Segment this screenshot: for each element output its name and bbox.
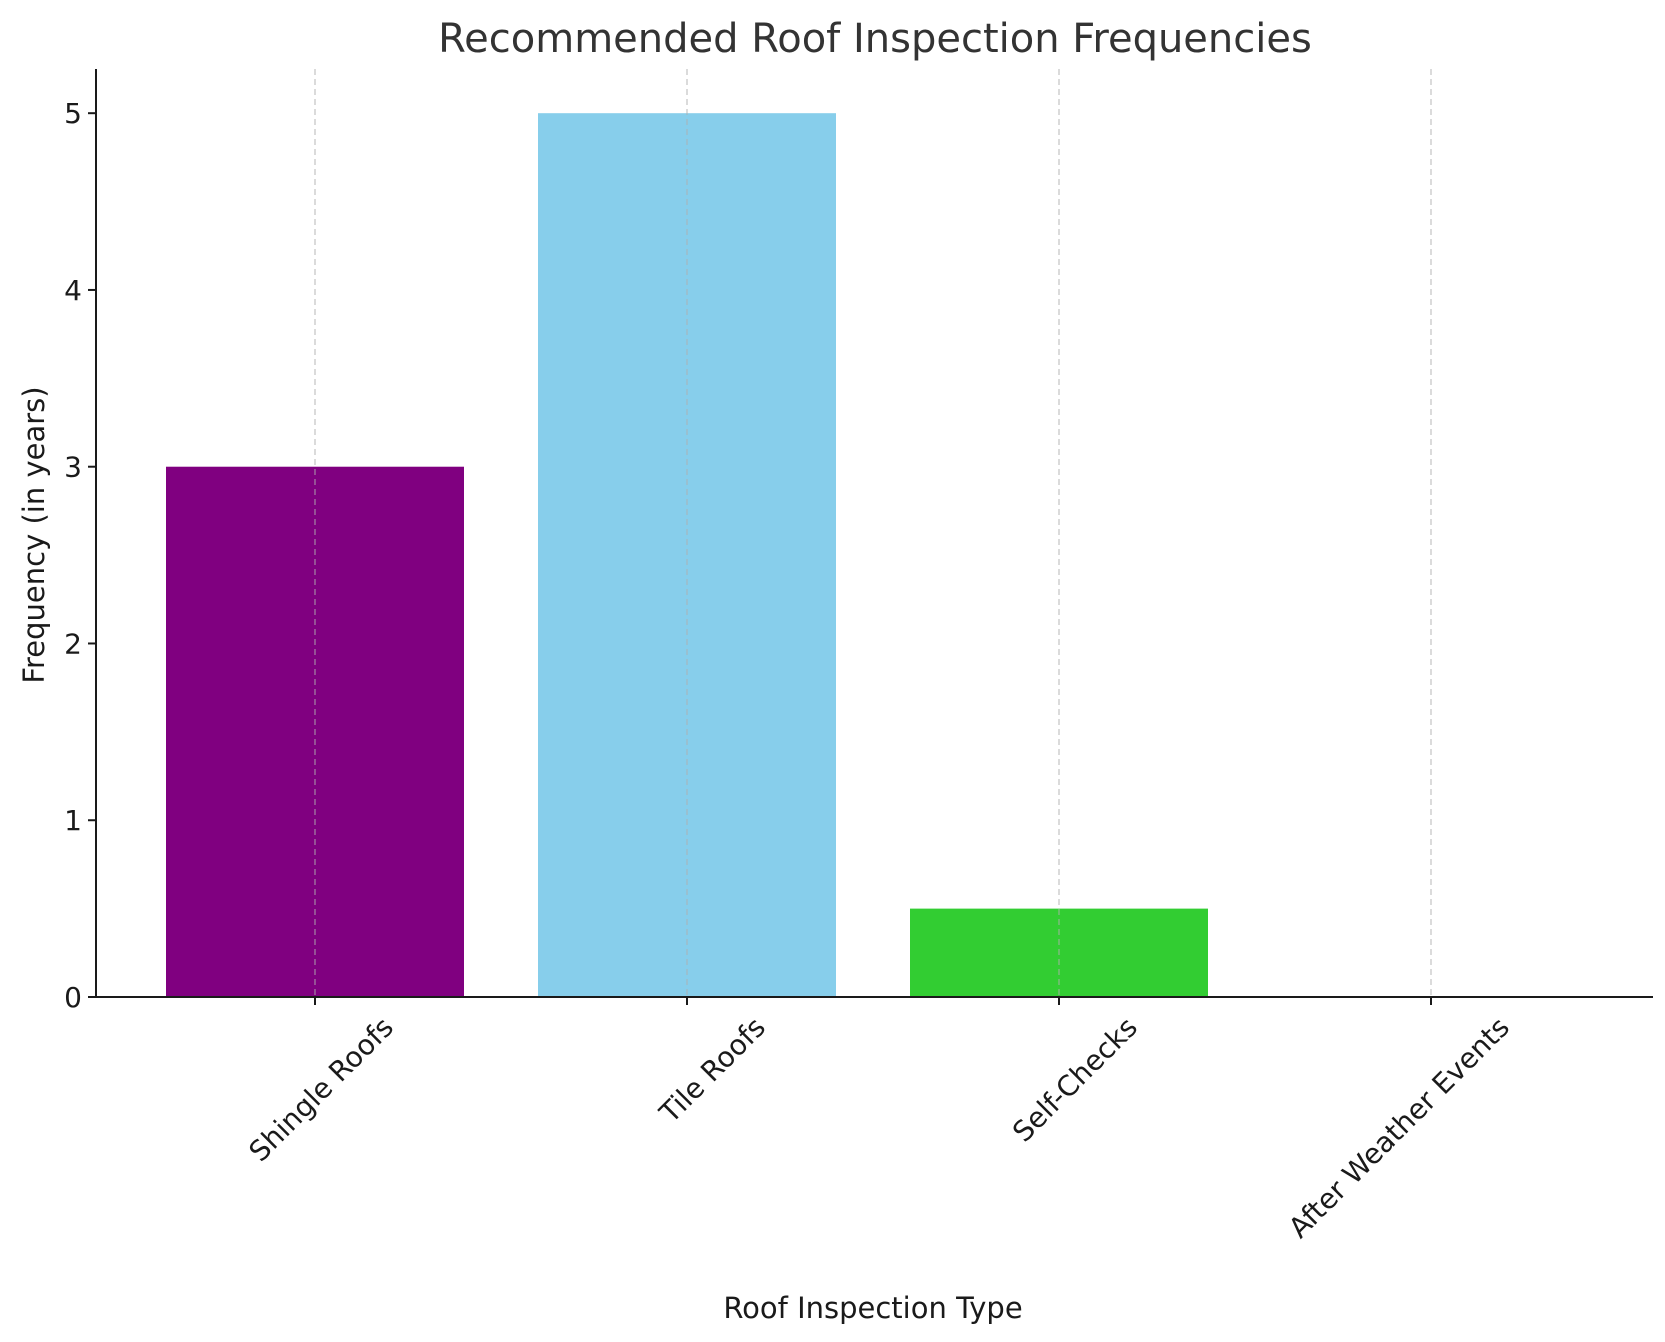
x-axis-ticks: Shingle Roofs Tile Roofs Self-Checks After …: [243, 997, 1516, 1244]
y-axis-ticks: 0 1 2 3 4 5: [64, 97, 96, 1014]
x-tick-label: Tile Roofs: [653, 1011, 772, 1130]
x-tick-label: After Weather Events: [1282, 1011, 1516, 1245]
x-axis-label: Roof Inspection Type: [723, 1291, 1022, 1325]
y-tick-label: 3: [64, 451, 82, 484]
grid-lines: [314, 69, 1432, 997]
y-tick-label: 2: [64, 627, 82, 660]
x-tick-label: Self-Checks: [1006, 1011, 1144, 1149]
y-tick-label: 0: [64, 981, 82, 1014]
x-tick-label: Shingle Roofs: [243, 1011, 400, 1168]
y-axis-label: Frequency (in years): [17, 386, 51, 683]
y-tick-label: 1: [64, 804, 82, 837]
y-tick-label: 4: [64, 274, 82, 307]
y-tick-label: 5: [64, 97, 82, 130]
chart-title: Recommended Roof Inspection Frequencies: [438, 16, 1312, 62]
